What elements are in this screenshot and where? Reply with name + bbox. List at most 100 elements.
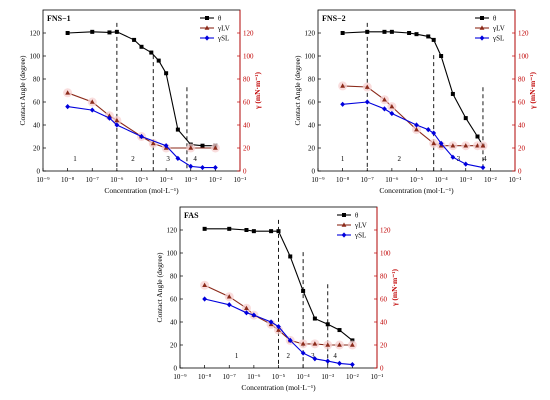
x-axis-label: Concentration (mol·L⁻¹)	[241, 383, 316, 392]
y-left-tick-label: 100	[167, 250, 178, 258]
x-tick-label: 10⁻⁸	[198, 373, 212, 381]
y-right-tick-label: 120	[518, 30, 529, 38]
gamma-lv-point	[188, 145, 194, 150]
theta-point	[269, 229, 274, 234]
y-right-tick-label: 40	[243, 122, 251, 130]
x-tick-label: 10⁻²	[484, 176, 497, 184]
x-tick-label: 10⁻¹	[234, 176, 247, 184]
gamma-sl-point	[244, 310, 249, 316]
theta-point	[114, 29, 119, 34]
theta-point	[312, 316, 317, 321]
gamma-sl-point	[139, 133, 144, 140]
x-tick-label: 10⁻⁸	[336, 176, 350, 184]
legend-label: γSL	[217, 35, 229, 43]
legend-label: γSL	[492, 35, 504, 43]
legend-label: γLV	[492, 25, 505, 33]
gamma-lv-point	[276, 327, 281, 332]
gamma-lv-point	[150, 140, 156, 146]
y-left-tick-label: 120	[30, 30, 41, 38]
y-left-axis-label: Contact Angle (degree)	[18, 55, 27, 125]
gamma-lv-point	[364, 84, 370, 89]
y-left-tick-label: 40	[33, 122, 41, 130]
x-tick-label: 10⁻⁶	[385, 176, 399, 184]
gamma-sl-point	[325, 358, 331, 364]
gamma-sl-point	[65, 104, 71, 110]
theta-point	[202, 226, 207, 231]
series-line-gSL	[67, 106, 216, 169]
y-right-tick-label: 100	[518, 53, 529, 61]
gamma-sl-point	[450, 154, 456, 160]
x-tick-label: 10⁻¹	[509, 176, 522, 184]
legend-label: θ	[218, 15, 222, 23]
y-right-tick-label: 60	[243, 99, 251, 107]
y-left-tick-label: 100	[30, 53, 41, 61]
theta-point	[107, 30, 112, 35]
y-left-tick-label: 40	[308, 122, 316, 130]
legend-marker-theta	[480, 16, 484, 20]
region-label: 2	[287, 352, 291, 360]
gamma-sl-point	[200, 164, 205, 171]
y-left-tick-label: 120	[167, 227, 178, 235]
gamma-lv-point	[382, 97, 387, 102]
y-left-tick-label: 80	[33, 76, 41, 84]
region-label: 1	[235, 352, 239, 360]
region-label: 3	[311, 352, 315, 360]
gamma-sl-point	[107, 115, 112, 121]
theta-point	[175, 127, 180, 132]
theta-point	[139, 44, 144, 49]
gamma-sl-point	[300, 350, 306, 356]
gamma-sl-point	[425, 127, 431, 133]
y-right-tick-label: 80	[243, 76, 251, 84]
gamma-lv-point	[337, 342, 342, 347]
theta-point	[426, 34, 431, 39]
theta-point	[132, 37, 137, 42]
legend-marker-gamma-lv	[204, 25, 210, 30]
gamma-lv-point	[300, 341, 306, 346]
x-tick-label: 10⁻⁵	[272, 373, 286, 381]
y-left-tick-label: 60	[170, 296, 178, 304]
y-left-tick-label: 20	[170, 342, 178, 350]
region-label: 2	[398, 155, 402, 163]
legend-marker-gamma-sl	[479, 35, 485, 41]
gamma-lv-point	[389, 104, 395, 109]
y-right-axis-label: γ (mN·m⁻¹)	[253, 71, 262, 110]
theta-point	[164, 71, 169, 76]
y-right-tick-label: 100	[380, 250, 391, 258]
gamma-lv-point	[244, 305, 249, 310]
region-label: 1	[341, 155, 345, 163]
x-tick-label: 10⁻³	[459, 176, 472, 184]
chart-panel-3: 10⁻⁹ 10⁻⁸ 10⁻⁷ 10⁻⁶ 10⁻⁵ 10⁻⁴ 10⁻³ 10⁻² 10⁻¹0204…	[155, 206, 399, 392]
y-right-axis-label: γ (mN·m⁻¹)	[528, 71, 537, 110]
theta-point	[414, 32, 419, 37]
x-axis-label: Concentration (mol·L⁻¹)	[379, 186, 454, 195]
legend-marker-theta	[205, 16, 209, 20]
chart-panel-2: 10⁻⁹ 10⁻⁸ 10⁻⁷ 10⁻⁶ 10⁻⁵ 10⁻⁴ 10⁻³ 10⁻² 10⁻¹0204…	[293, 9, 537, 195]
y-left-tick-label: 80	[308, 76, 316, 84]
gamma-lv-point	[312, 341, 318, 346]
legend-marker-theta	[342, 213, 346, 217]
gamma-sl-point	[175, 155, 181, 161]
theta-point	[340, 31, 345, 35]
gamma-lv-point	[114, 117, 120, 123]
y-left-tick-label: 40	[170, 319, 178, 327]
x-tick-label: 10⁻⁷	[223, 373, 237, 381]
gamma-sl-point	[114, 122, 120, 128]
legend-label: θ	[493, 15, 497, 23]
legend-label: θ	[355, 212, 359, 220]
region-label: 1	[73, 155, 77, 163]
region-label: 2	[131, 155, 135, 163]
gamma-lv-point	[212, 145, 218, 150]
x-tick-label: 10⁻²	[346, 373, 359, 381]
theta-point	[200, 143, 205, 148]
gamma-sl-point	[349, 361, 355, 368]
y-left-tick-label: 60	[308, 99, 316, 107]
gamma-sl-point	[480, 164, 486, 171]
theta-point	[251, 229, 256, 234]
y-right-tick-label: 80	[518, 76, 526, 84]
theta-point	[244, 228, 249, 232]
y-left-axis-label: Contact Angle (degree)	[155, 252, 164, 322]
gamma-sl-point	[268, 319, 274, 325]
theta-point	[450, 91, 455, 96]
y-right-tick-label: 100	[243, 53, 254, 61]
x-tick-label: 10⁻⁴	[435, 176, 449, 184]
